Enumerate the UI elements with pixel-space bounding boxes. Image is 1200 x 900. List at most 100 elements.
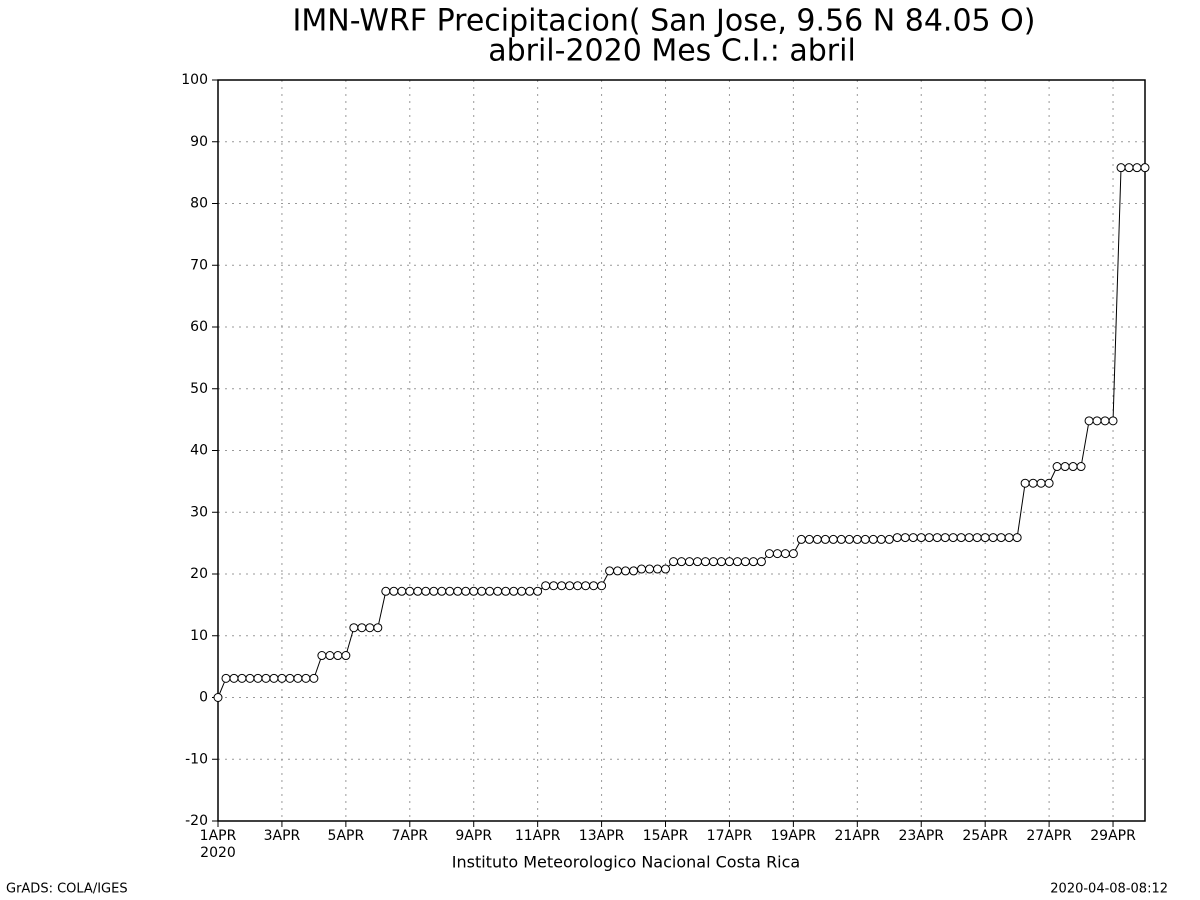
data-point [1076,462,1086,472]
data-point [237,673,247,683]
data-point [301,673,311,683]
data-point [605,566,615,576]
footer: Instituto Meteorologico Nacional Costa R… [452,853,800,872]
data-point [1100,416,1110,426]
data-point [429,586,439,596]
data-point [349,623,359,633]
y-tick-label: 80 [190,196,208,212]
data-point [796,534,806,544]
y-tick-label: -10 [185,751,208,767]
data-point [900,533,910,543]
x-tick-label: 9APR [455,828,492,844]
data-point [1068,462,1078,472]
data-point [884,534,894,544]
data-point [589,581,599,591]
data-point [764,549,774,559]
data-point [213,693,223,702]
data-point [485,586,495,596]
data-point [916,533,926,543]
data-point [277,673,287,683]
data-point [477,586,487,596]
data-point [293,673,303,683]
data-point [700,557,710,567]
data-line [217,167,1145,698]
data-point [1028,478,1038,488]
x-tick-label: 29APR [1090,828,1136,844]
data-point [517,586,527,596]
data-point [868,534,878,544]
data-point [708,557,718,567]
x-tick-label: 13APR [579,828,625,844]
data-point [309,673,319,683]
data-point [716,557,726,567]
y-tick-label: -20 [185,813,208,829]
x-tick-label: 27APR [1026,828,1072,844]
data-point [844,534,854,544]
data-point [653,564,663,574]
data-point [932,533,942,543]
data-point [461,586,471,596]
data-point [413,586,423,596]
data-point [597,581,607,591]
data-point [980,533,990,543]
data-point [637,564,647,574]
data-point [333,651,343,661]
data-point [964,533,974,543]
data-point [1052,462,1062,472]
data-point [261,673,271,683]
data-point [1036,478,1046,488]
data-point [285,673,295,683]
data-point [820,534,830,544]
data-point [756,557,766,567]
data-point [1044,478,1054,488]
data-point [573,581,583,591]
chart-subtitle: abril-2020 Mes C.I.: abril [488,34,856,69]
data-point [621,566,631,576]
data-point [732,557,742,567]
x-tick-label: 21APR [835,828,881,844]
chart-title: IMN-WRF Precipitacion( San Jose, 9.56 N … [293,4,1036,39]
data-point [1124,163,1134,173]
data-point [812,534,822,544]
data-point [836,534,846,544]
data-point [549,581,559,591]
data-point [1004,533,1014,543]
data-point [341,651,351,661]
data-point [325,651,335,661]
timestamp: 2020-04-08-08:12 [1050,882,1168,897]
data-point [405,586,415,596]
data-point [509,586,519,596]
data-point [645,564,655,574]
x-tick-label: 15APR [643,828,689,844]
credit: GrADS: COLA/IGES [6,882,128,897]
data-point [1108,416,1118,426]
x-tick-label: 25APR [962,828,1008,844]
data-point [469,586,479,596]
data-point [677,557,686,567]
y-tick-label: 0 [199,690,208,706]
data-point [940,533,950,543]
data-point [453,586,463,596]
data-point [828,534,838,544]
data-point [581,581,591,591]
data-point [381,586,391,596]
x-tick-label: 5APR [328,828,365,844]
y-tick-label: 50 [190,381,208,397]
y-tick-label: 90 [190,134,208,150]
data-point [1084,416,1094,426]
data-point [1092,416,1102,426]
data-point [229,673,239,683]
x-tick-label: 1APR [200,828,237,844]
y-tick-label: 20 [190,566,208,582]
y-tick-label: 60 [190,319,208,335]
data-point [996,533,1006,543]
data-point [748,557,758,567]
data-point [692,557,702,567]
data-point [629,566,639,576]
data-point [772,549,782,559]
data-point [565,581,575,591]
data-point [860,534,870,544]
y-tick-label: 30 [190,504,208,520]
y-tick-label: 100 [181,72,208,88]
